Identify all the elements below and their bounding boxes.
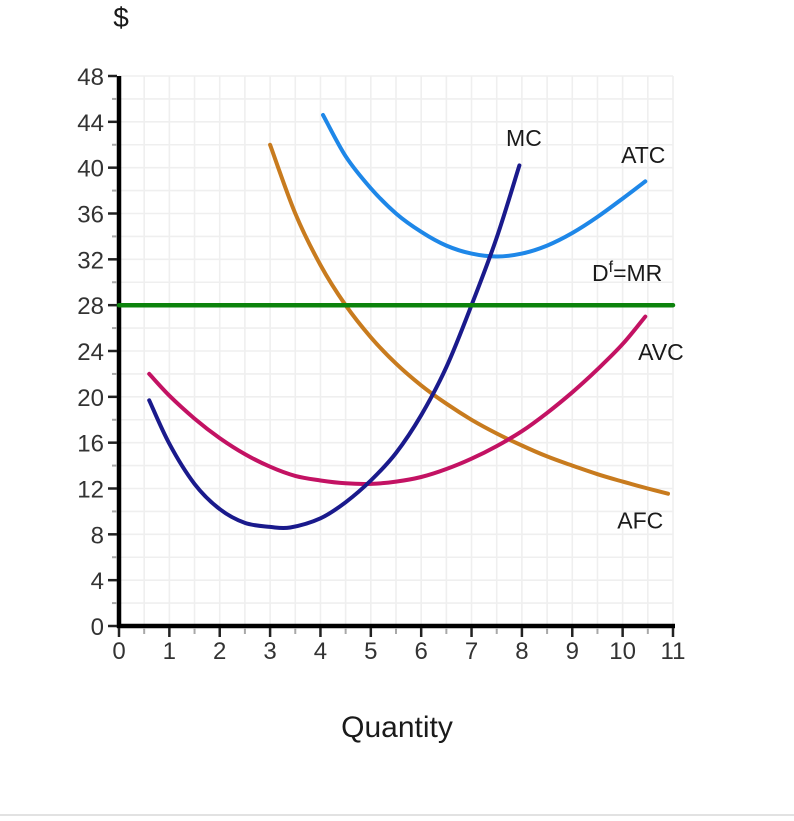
x-tick-label: 3 — [263, 638, 276, 665]
x-tick-label: 11 — [661, 638, 686, 665]
x-tick-label: 8 — [515, 638, 528, 665]
bottom-divider — [0, 814, 794, 816]
y-tick-label: 28 — [77, 293, 104, 320]
y-tick-label: 36 — [77, 202, 104, 229]
y-tick-label: 32 — [77, 247, 104, 274]
x-tick-label: 2 — [213, 638, 226, 665]
y-tick-label: 12 — [77, 477, 104, 504]
y-tick-label: 20 — [77, 385, 104, 412]
atc-curve — [321, 113, 648, 259]
y-tick-label: 48 — [77, 64, 104, 91]
avc-curve — [147, 314, 648, 487]
y-tick-label: 24 — [77, 339, 104, 366]
demand-mr-label: Df=MR — [592, 259, 662, 286]
atc-label: ATC — [621, 142, 665, 168]
y-axis-title: $ — [113, 2, 129, 33]
y-tick-label: 8 — [91, 522, 104, 549]
y-tick-label: 44 — [77, 110, 104, 137]
y-tick-label: 16 — [77, 431, 104, 458]
mc-label: MC — [506, 125, 542, 151]
avc-label: AVC — [638, 339, 684, 365]
x-axis-title: Quantity — [341, 711, 453, 744]
x-tick-label: 0 — [112, 638, 125, 665]
mc-curve — [147, 163, 522, 531]
x-tick-label: 5 — [364, 638, 377, 665]
x-tick-label: 4 — [314, 638, 327, 665]
afc-curve — [268, 142, 670, 496]
y-tick-label: 40 — [77, 156, 104, 183]
x-tick-label: 9 — [566, 638, 579, 665]
x-tick-label: 1 — [163, 638, 176, 665]
afc-label: AFC — [617, 508, 663, 534]
y-tick-label: 4 — [91, 568, 104, 595]
x-tick-label: 10 — [609, 638, 636, 665]
x-tick-label: 7 — [465, 638, 478, 665]
y-tick-label: 0 — [91, 614, 104, 641]
x-tick-label: 6 — [415, 638, 428, 665]
